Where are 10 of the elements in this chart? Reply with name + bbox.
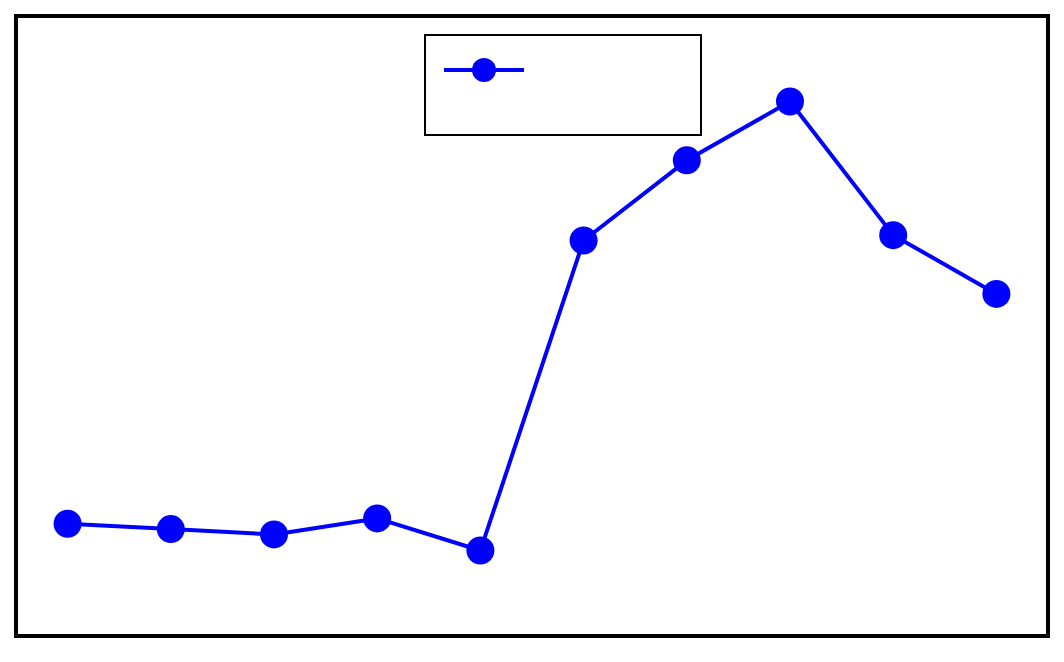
point: [879, 221, 908, 250]
point: [260, 520, 288, 549]
point: [363, 504, 392, 533]
point: [776, 87, 804, 116]
point: [569, 226, 598, 255]
point: [156, 515, 185, 544]
point: [466, 536, 495, 565]
point: [982, 279, 1011, 308]
point: [53, 509, 82, 538]
point: [672, 146, 701, 175]
